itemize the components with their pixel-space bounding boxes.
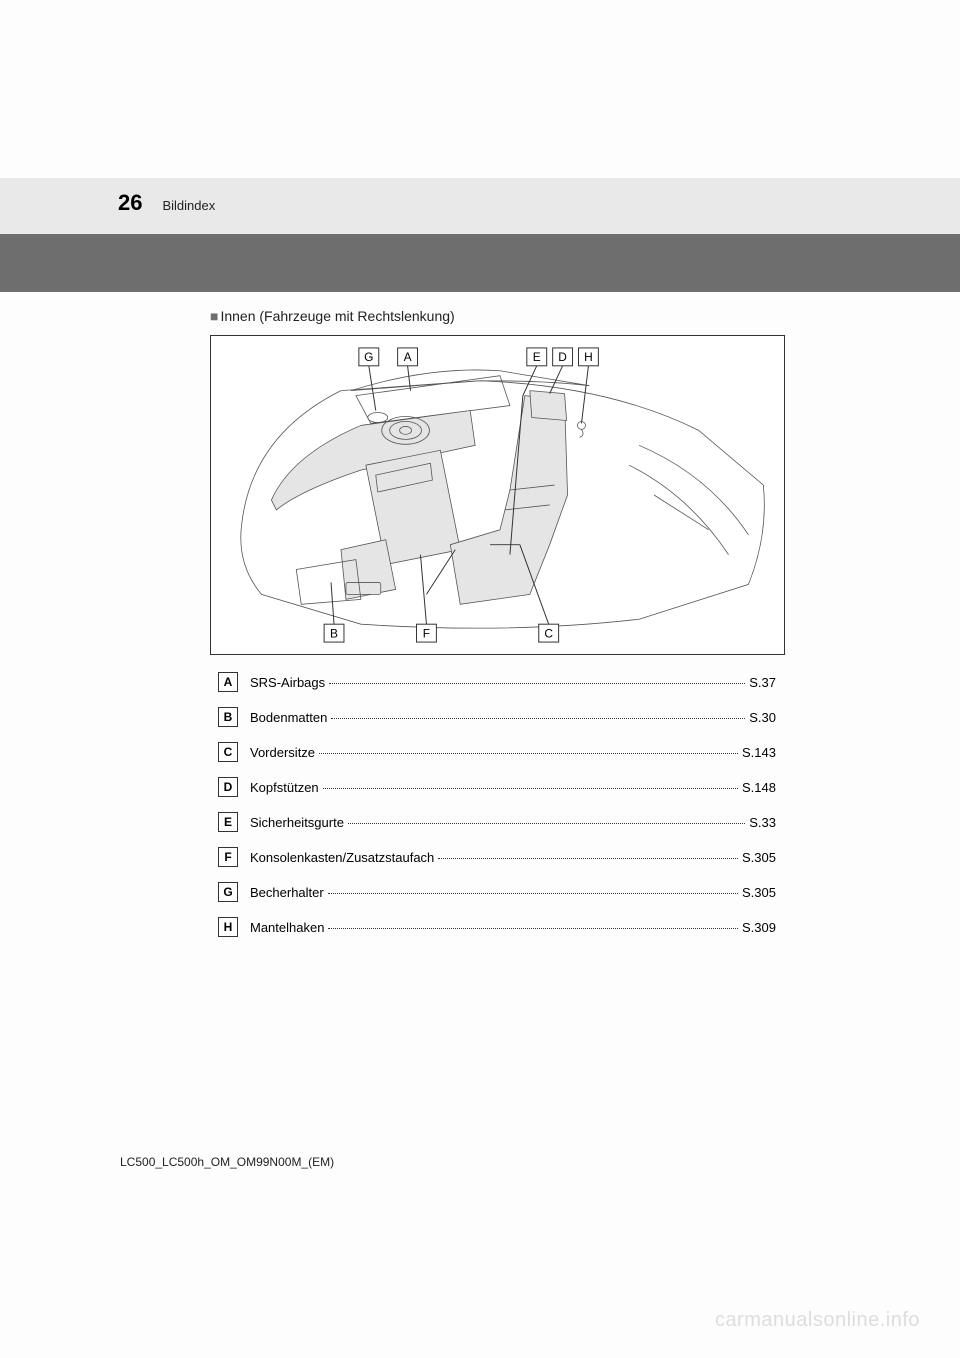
letter-box: D bbox=[218, 777, 238, 797]
index-label: Mantelhaken bbox=[250, 920, 324, 935]
index-label: Kopfstützen bbox=[250, 780, 319, 795]
dots bbox=[329, 683, 745, 684]
index-label: Vordersitze bbox=[250, 745, 315, 760]
dots bbox=[328, 893, 738, 894]
index-item: A SRS-Airbags S.37 bbox=[218, 672, 776, 692]
letter-box: B bbox=[218, 707, 238, 727]
letter-box: E bbox=[218, 812, 238, 832]
subtitle: ■Innen (Fahrzeuge mit Rechtslenkung) bbox=[210, 308, 455, 324]
letter-box: C bbox=[218, 742, 238, 762]
letter-box: F bbox=[218, 847, 238, 867]
svg-text:F: F bbox=[423, 626, 430, 640]
letter-box: A bbox=[218, 672, 238, 692]
letter-box: H bbox=[218, 917, 238, 937]
index-label: SRS-Airbags bbox=[250, 675, 325, 690]
callout-G: G bbox=[359, 348, 379, 411]
index-content: SRS-Airbags S.37 bbox=[250, 675, 776, 690]
index-item: B Bodenmatten S.30 bbox=[218, 707, 776, 727]
index-page: S.148 bbox=[742, 780, 776, 795]
index-label: Konsolenkasten/Zusatzstaufach bbox=[250, 850, 434, 865]
dots bbox=[328, 928, 738, 929]
index-page: S.305 bbox=[742, 850, 776, 865]
index-label: Sicherheitsgurte bbox=[250, 815, 344, 830]
dots bbox=[438, 858, 738, 859]
subtitle-text: Innen (Fahrzeuge mit Rechtslenkung) bbox=[220, 308, 454, 324]
index-content: Mantelhaken S.309 bbox=[250, 920, 776, 935]
diagram-svg: G A E D H B bbox=[211, 336, 784, 654]
callout-A: A bbox=[398, 348, 418, 391]
index-page: S.30 bbox=[749, 710, 776, 725]
svg-text:B: B bbox=[330, 626, 338, 640]
svg-text:H: H bbox=[584, 350, 593, 364]
index-item: H Mantelhaken S.309 bbox=[218, 917, 776, 937]
callout-D: D bbox=[550, 348, 573, 394]
dots bbox=[323, 788, 738, 789]
index-content: Kopfstützen S.148 bbox=[250, 780, 776, 795]
index-content: Bodenmatten S.30 bbox=[250, 710, 776, 725]
index-item: D Kopfstützen S.148 bbox=[218, 777, 776, 797]
index-content: Konsolenkasten/Zusatzstaufach S.305 bbox=[250, 850, 776, 865]
page-number: 26 bbox=[118, 190, 142, 216]
index-page: S.305 bbox=[742, 885, 776, 900]
index-list: A SRS-Airbags S.37 B Bodenmatten S.30 C … bbox=[218, 672, 776, 952]
section-title: Bildindex bbox=[162, 198, 215, 213]
header-content: 26 Bildindex bbox=[118, 190, 215, 216]
index-page: S.33 bbox=[749, 815, 776, 830]
dots bbox=[331, 718, 745, 719]
index-item: C Vordersitze S.143 bbox=[218, 742, 776, 762]
footer-code: LC500_LC500h_OM_OM99N00M_(EM) bbox=[120, 1155, 334, 1169]
index-label: Becherhalter bbox=[250, 885, 324, 900]
dots bbox=[319, 753, 738, 754]
svg-text:D: D bbox=[558, 350, 567, 364]
index-page: S.37 bbox=[749, 675, 776, 690]
dots bbox=[348, 823, 745, 824]
letter-box: G bbox=[218, 882, 238, 902]
index-content: Becherhalter S.305 bbox=[250, 885, 776, 900]
index-page: S.309 bbox=[742, 920, 776, 935]
index-label: Bodenmatten bbox=[250, 710, 327, 725]
index-content: Vordersitze S.143 bbox=[250, 745, 776, 760]
index-content: Sicherheitsgurte S.33 bbox=[250, 815, 776, 830]
index-page: S.143 bbox=[742, 745, 776, 760]
index-item: F Konsolenkasten/Zusatzstaufach S.305 bbox=[218, 847, 776, 867]
svg-text:G: G bbox=[364, 350, 373, 364]
bullet-icon: ■ bbox=[210, 308, 218, 324]
watermark: carmanualsonline.info bbox=[715, 1309, 920, 1332]
callout-B: B bbox=[324, 582, 344, 642]
interior-diagram: G A E D H B bbox=[210, 335, 785, 655]
index-item: E Sicherheitsgurte S.33 bbox=[218, 812, 776, 832]
svg-text:A: A bbox=[404, 350, 412, 364]
dark-band bbox=[0, 234, 960, 292]
svg-text:E: E bbox=[533, 350, 541, 364]
index-item: G Becherhalter S.305 bbox=[218, 882, 776, 902]
svg-text:C: C bbox=[544, 626, 553, 640]
